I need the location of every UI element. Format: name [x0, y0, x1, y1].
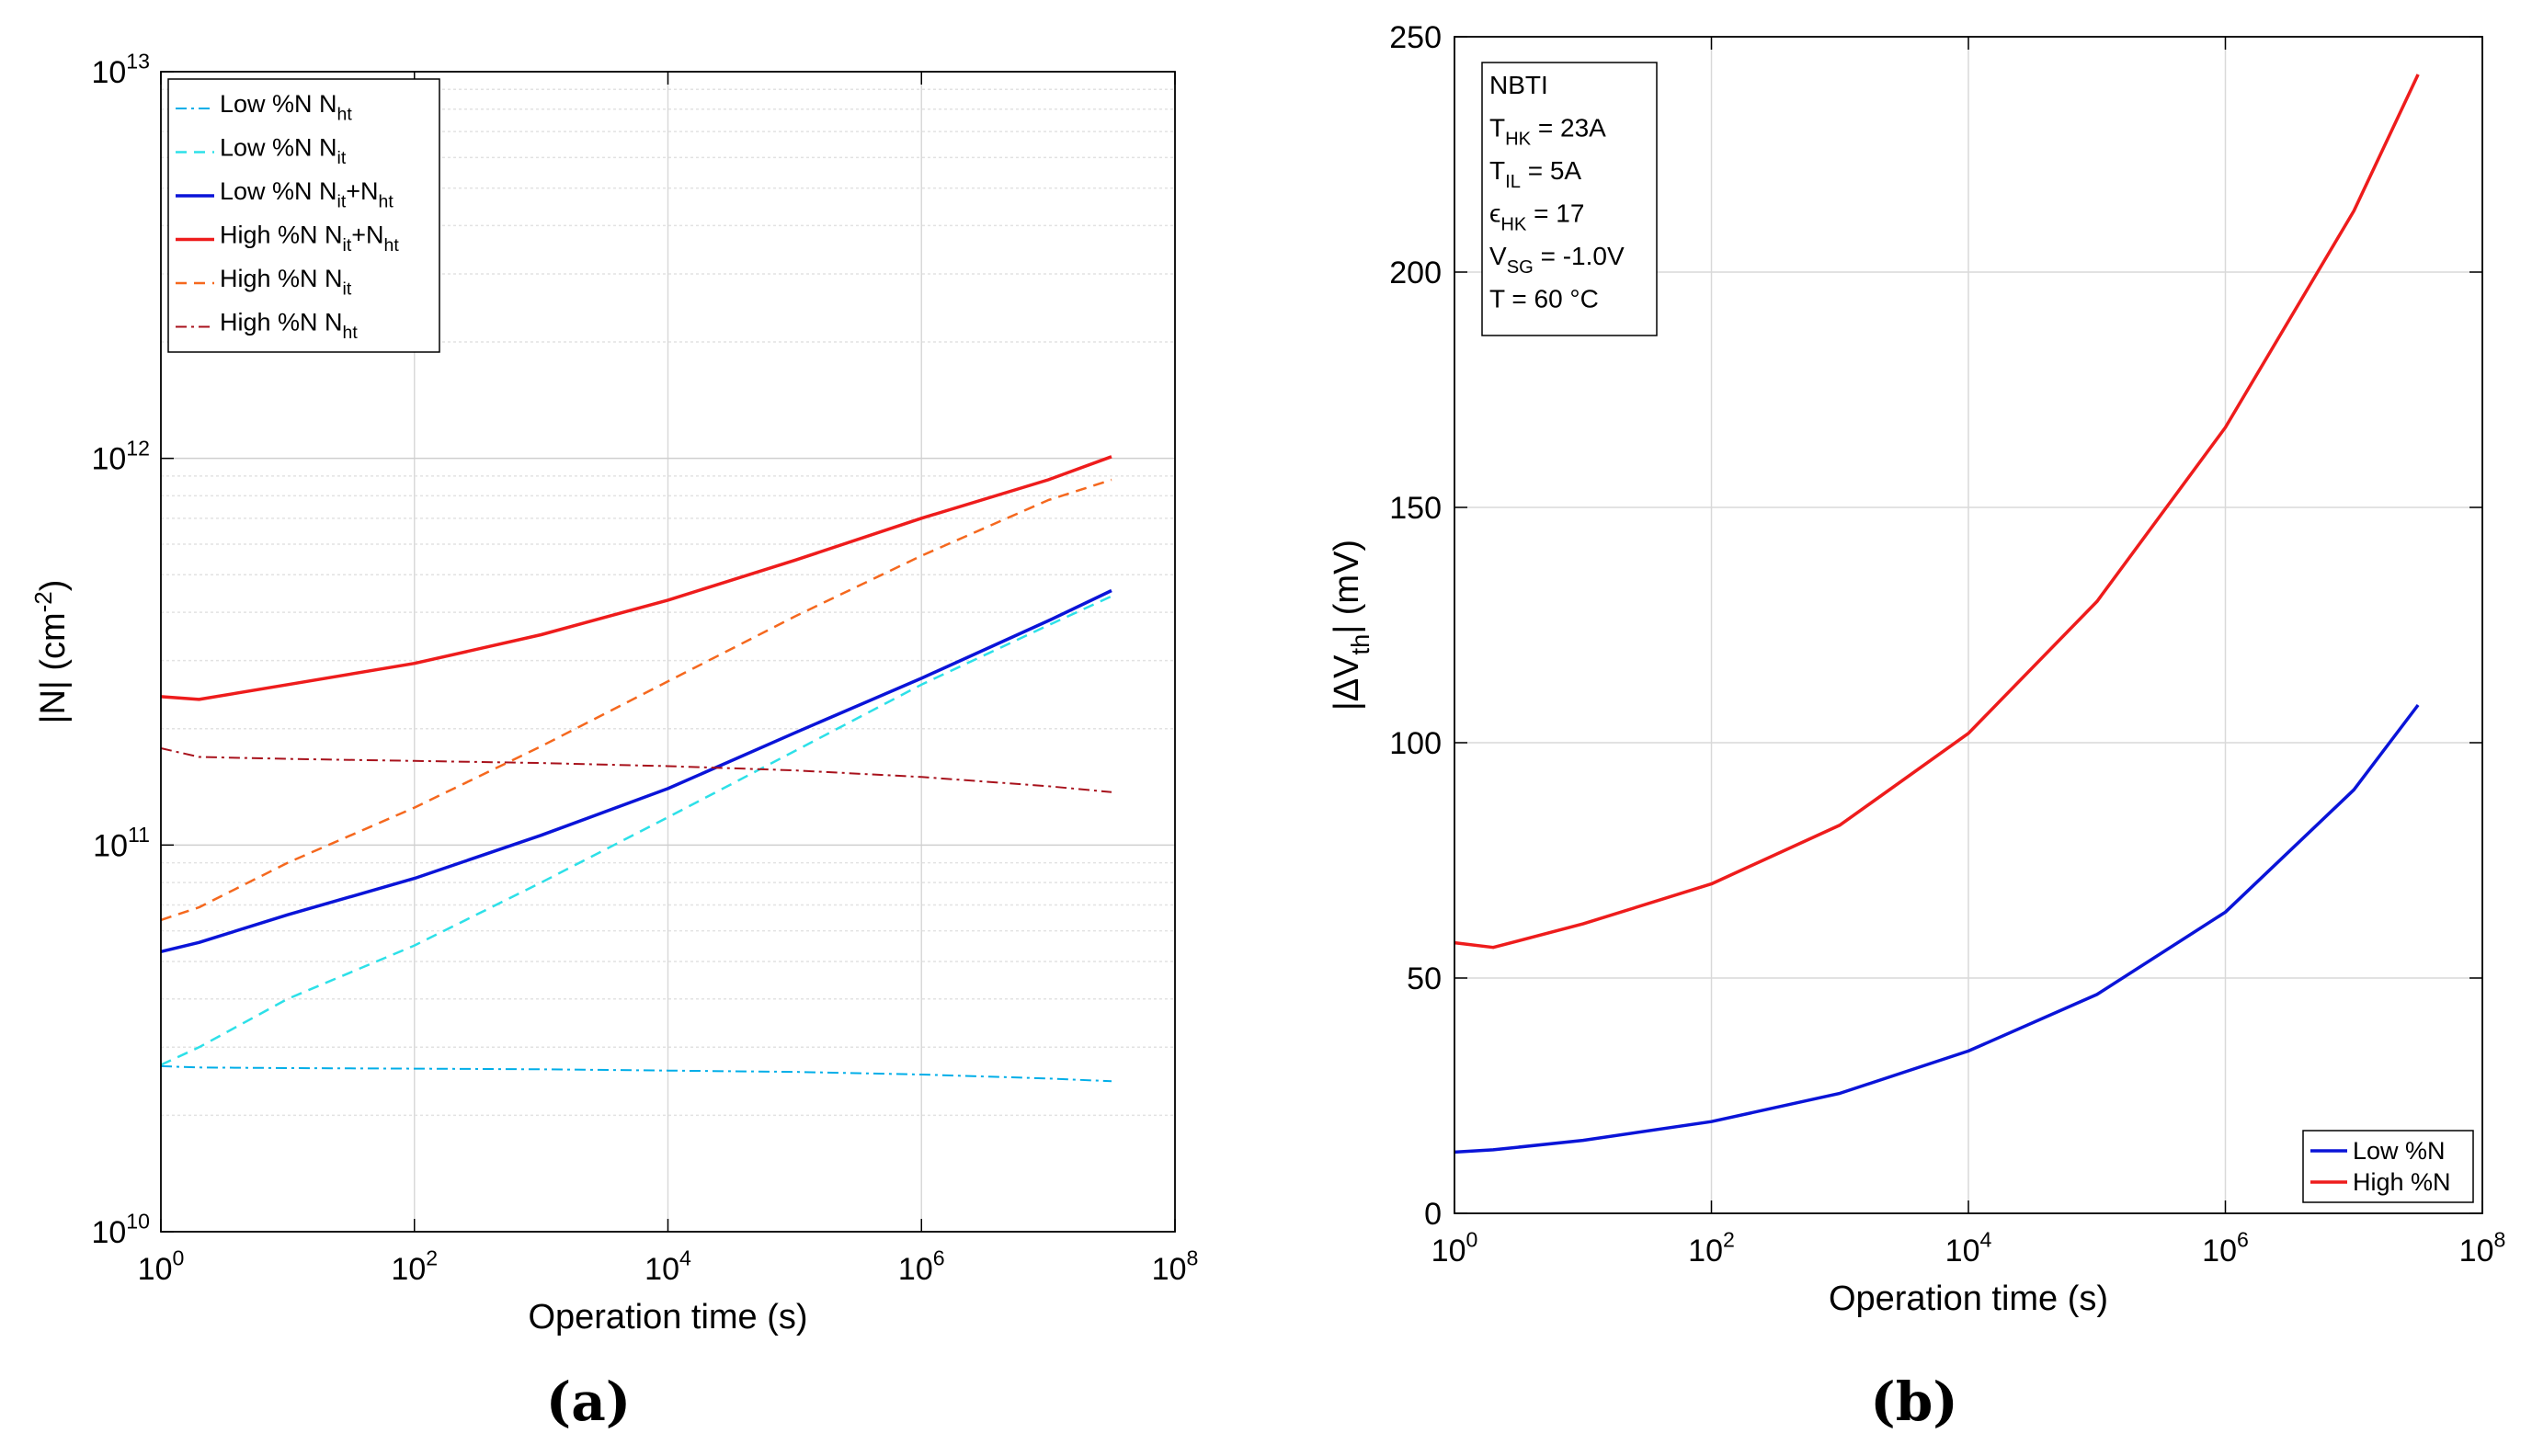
x-tick-label: 108 [1152, 1246, 1199, 1287]
x-axis-label: Operation time (s) [1829, 1280, 2108, 1318]
legend-label: High %N Nit [220, 265, 352, 300]
legend-label: High %N [2353, 1168, 2451, 1196]
annotation-box [1481, 62, 1658, 336]
y-tick-label: 1010 [91, 1210, 150, 1250]
legend-label: Low %N Nht [220, 90, 352, 125]
legend: Low %N Nht Low %N Nit Low %N Nit+Nht High %… [167, 78, 440, 353]
chart-a: 100 102 104 106 108 1010 1011 1012 1013 Operation… [29, 50, 1198, 1337]
x-tick-label: 106 [2202, 1228, 2249, 1268]
series-line-1 [160, 1064, 1112, 1083]
annotation-line: NBTI [1489, 71, 1548, 99]
y-tick-label: 0 [1424, 1197, 1442, 1232]
annotation-line: THK = 23A [1489, 114, 1606, 150]
x-tick-label: 106 [898, 1246, 945, 1287]
annotation-line: VSG = -1.0V [1489, 242, 1625, 278]
y-tick-label: 1012 [91, 436, 150, 476]
x-tick-label: 100 [1431, 1228, 1478, 1268]
x-tick-label: 108 [2459, 1228, 2506, 1268]
legend-label: High %N Nht [220, 309, 358, 344]
ticks: 100 102 104 106 108 1010 1011 1012 1013 [91, 50, 1198, 1287]
series-group [1454, 74, 2420, 1155]
figure-label-a: (a) [546, 1371, 631, 1433]
legend-label: High %N Nit+Nht [220, 222, 399, 256]
series-line-1 [1454, 703, 2420, 1155]
series-line-6 [160, 747, 1112, 793]
y-tick-label: 200 [1389, 256, 1442, 290]
ticks: 100 102 104 106 108 0 50 100 150 200 250 [1389, 20, 2505, 1268]
figure-label-b: (b) [1870, 1371, 1957, 1433]
annotation-line: T = 60 °C [1489, 285, 1599, 313]
x-tick-label: 104 [644, 1246, 691, 1287]
y-tick-label: 1013 [91, 50, 150, 90]
chart-b: 100 102 104 106 108 0 50 100 150 200 250 Operation … [1328, 20, 2505, 1318]
y-tick-label: 250 [1389, 20, 1442, 55]
grid [160, 72, 1176, 1232]
annotation: NBTI THK = 23A TIL = 5A ϵHK = 17 VSG = -1.0V… [1481, 62, 1658, 336]
legend-label: Low %N Nit+Nht [220, 177, 393, 212]
x-tick-label: 102 [1688, 1228, 1735, 1268]
y-axis-label: |ΔVth| (mV) [1328, 540, 1374, 711]
legend-box [167, 78, 440, 353]
y-tick-label: 1011 [93, 823, 150, 863]
y-tick-label: 50 [1407, 961, 1442, 996]
series-line-4 [160, 455, 1112, 701]
annotation-line: TIL = 5A [1489, 156, 1581, 192]
y-axis-label: |N| (cm-2) [29, 580, 73, 724]
legend-box [2302, 1130, 2474, 1203]
annotation-line: ϵHK = 17 [1489, 199, 1584, 235]
y-tick-label: 150 [1389, 491, 1442, 526]
x-tick-label: 102 [391, 1246, 438, 1287]
series-group [160, 455, 1112, 1083]
legend: Low %N High %N [2302, 1130, 2474, 1203]
series-line-2 [160, 595, 1112, 1066]
x-axis-label: Operation time (s) [528, 1298, 807, 1337]
y-tick-label: 100 [1389, 726, 1442, 761]
x-tick-label: 100 [138, 1246, 185, 1287]
series-line-2 [1454, 74, 2420, 950]
x-tick-label: 104 [1945, 1228, 1992, 1268]
series-line-3 [160, 588, 1112, 954]
legend-label: Low %N [2353, 1137, 2446, 1165]
legend-label: Low %N Nit [220, 134, 347, 169]
